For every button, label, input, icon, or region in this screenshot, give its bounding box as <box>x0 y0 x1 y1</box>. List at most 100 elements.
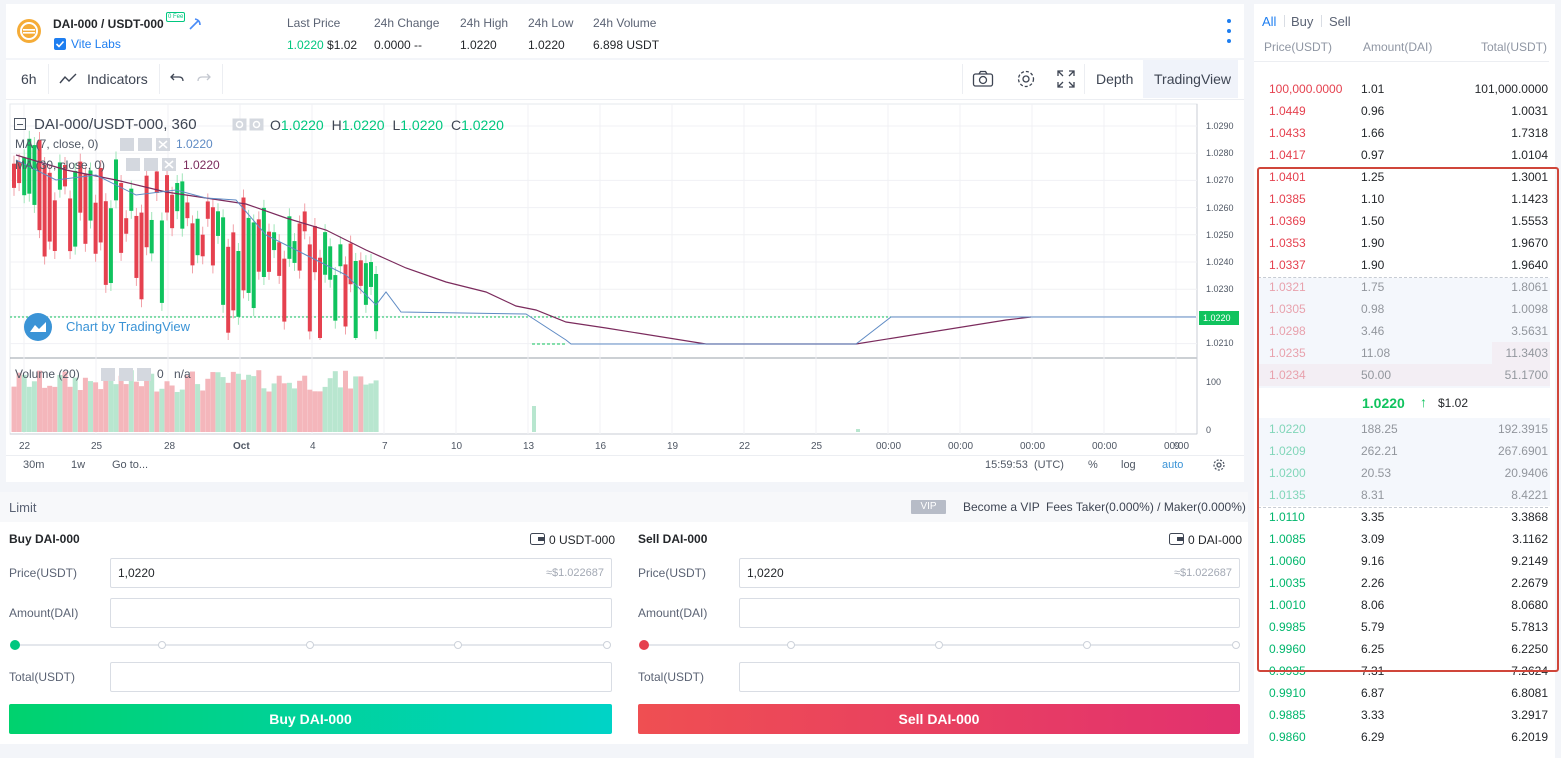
tab-sell[interactable]: Sell <box>1329 14 1351 29</box>
bid-row[interactable]: 1.0135 8.31 8.4221 <box>1258 484 1550 506</box>
time-tick: 00:00 <box>876 441 902 452</box>
candlestick-chart[interactable] <box>6 100 1244 482</box>
bid-row[interactable]: 1.0110 3.35 3.3868 <box>1258 506 1550 528</box>
volume-bar <box>322 386 328 432</box>
bid-row[interactable]: 0.9985 5.79 5.7813 <box>1258 616 1550 638</box>
candle <box>149 219 154 254</box>
volume-bar <box>363 384 369 432</box>
ask-row[interactable]: 1.0401 1.25 1.3001 <box>1258 166 1550 188</box>
ask-row[interactable]: 1.0385 1.10 1.1423 <box>1258 188 1550 210</box>
tradingview-tab[interactable] <box>1143 60 1238 98</box>
log-button[interactable]: log <box>1121 459 1136 471</box>
ask-row[interactable]: 1.0369 1.50 1.5553 <box>1258 210 1550 232</box>
buy-slider-step[interactable] <box>306 641 314 649</box>
volume-bar <box>16 372 22 432</box>
range-1w-button[interactable]: 1w <box>71 459 86 471</box>
ask-row[interactable]: 1.0235 11.08 11.3403 <box>1258 342 1550 364</box>
sell-slider-step[interactable] <box>787 641 795 649</box>
bid-row[interactable]: 0.9860 6.29 6.2019 <box>1258 726 1550 748</box>
bid-amount: 8.06 <box>1361 598 1385 612</box>
tab-all[interactable]: All <box>1262 14 1277 29</box>
interval-button[interactable]: 6h <box>21 71 37 87</box>
buy-price-input[interactable]: 1,0220 ≈$1.022687 <box>110 558 612 588</box>
candle <box>170 194 175 229</box>
sell-button[interactable]: Sell DAI-000 <box>638 704 1240 734</box>
buy-slider-step[interactable] <box>454 641 462 649</box>
become-vip-link[interactable]: Become a VIP <box>963 500 1040 514</box>
candle <box>221 217 226 305</box>
indicators-button[interactable]: Indicators <box>87 71 148 87</box>
chart-settings-icon[interactable] <box>1212 458 1226 475</box>
sell-slider-step[interactable] <box>935 641 943 649</box>
buy-slider-handle[interactable] <box>10 640 20 650</box>
ask-row[interactable]: 1.0337 1.90 1.9640 <box>1258 254 1550 276</box>
volume-bar <box>251 376 257 432</box>
time-tick: 19 <box>667 441 679 452</box>
ask-row[interactable]: 1.0298 3.46 3.5631 <box>1258 320 1550 342</box>
bid-row[interactable]: 0.9910 6.87 6.8081 <box>1258 682 1550 704</box>
bid-row[interactable]: 1.0035 2.26 2.2679 <box>1258 572 1550 594</box>
ask-total: 1.7318 <box>1511 126 1548 140</box>
sell-slider-step[interactable] <box>1232 641 1240 649</box>
bid-row[interactable]: 1.0220 188.25 192.3915 <box>1258 418 1550 440</box>
bid-row[interactable]: 1.0209 262.21 267.6901 <box>1258 440 1550 462</box>
gear-icon[interactable] <box>1016 69 1036 92</box>
candle <box>200 234 205 257</box>
bid-row[interactable]: 0.9960 6.25 6.2250 <box>1258 638 1550 660</box>
buy-amount-input[interactable] <box>110 598 612 628</box>
more-menu-icon[interactable] <box>1227 18 1231 44</box>
candle <box>190 223 195 266</box>
volume-bar <box>103 370 109 432</box>
tradingview-chart[interactable] <box>6 100 1244 482</box>
ma1-controls-icon[interactable] <box>120 138 172 154</box>
ma2-controls-icon[interactable] <box>126 158 178 174</box>
redo-icon[interactable] <box>197 71 211 88</box>
fullscreen-icon[interactable] <box>1057 70 1075 91</box>
range-30m-button[interactable]: 30m <box>23 459 45 471</box>
ask-row[interactable]: 100,000.0000 1.01 101,000.0000 <box>1258 78 1550 100</box>
buy-total-input[interactable] <box>110 662 612 692</box>
goto-button[interactable]: Go to... <box>112 459 149 471</box>
undo-icon[interactable] <box>170 71 184 88</box>
tab-buy[interactable]: Buy <box>1291 14 1314 29</box>
ask-row[interactable]: 1.0433 1.66 1.7318 <box>1258 122 1550 144</box>
candle <box>256 219 261 272</box>
bid-row[interactable]: 1.0010 8.06 8.0680 <box>1258 594 1550 616</box>
candle <box>328 246 333 280</box>
ask-row[interactable]: 1.0353 1.90 1.9670 <box>1258 232 1550 254</box>
sell-slider-step[interactable] <box>1083 641 1091 649</box>
bid-row[interactable]: 0.9935 7.31 7.2624 <box>1258 660 1550 682</box>
depth-tab[interactable]: Depth <box>1096 71 1134 87</box>
ask-row[interactable]: 1.0234 50.00 51.1700 <box>1258 364 1550 386</box>
stat-last-price: Last Price 1.0220 $1.02 <box>287 16 358 52</box>
volume-controls-icon[interactable] <box>101 368 153 384</box>
mid-price-usd: $1.02 <box>1438 396 1469 410</box>
sell-price-input[interactable]: 1,0220 ≈$1.022687 <box>739 558 1240 588</box>
legend-collapse-icon[interactable] <box>14 118 26 130</box>
sell-total-input[interactable] <box>739 662 1240 692</box>
chart-watermark[interactable]: Chart by TradingView <box>66 319 191 334</box>
bid-row[interactable]: 1.0085 3.09 3.1162 <box>1258 528 1550 550</box>
sell-slider-handle[interactable] <box>639 640 649 650</box>
sell-amount-input[interactable] <box>739 598 1240 628</box>
percent-button[interactable]: % <box>1088 459 1098 471</box>
mining-icon[interactable] <box>187 16 203 35</box>
bid-row[interactable]: 1.0060 9.16 9.2149 <box>1258 550 1550 572</box>
camera-icon[interactable] <box>972 70 994 91</box>
ask-row[interactable]: 1.0321 1.75 1.8061 <box>1258 276 1550 298</box>
timezone-button[interactable]: (UTC) <box>1034 459 1064 471</box>
bid-row[interactable]: 0.9885 3.33 3.2917 <box>1258 704 1550 726</box>
bid-row[interactable]: 1.0200 20.53 20.9406 <box>1258 462 1550 484</box>
indicators-icon <box>59 73 77 88</box>
ask-row[interactable]: 1.0417 0.97 1.0104 <box>1258 144 1550 166</box>
auto-button[interactable]: auto <box>1162 459 1184 471</box>
buy-button[interactable]: Buy DAI-000 <box>9 704 612 734</box>
buy-slider-step[interactable] <box>603 641 611 649</box>
buy-slider-step[interactable] <box>158 641 166 649</box>
ask-row[interactable]: 1.0305 0.98 1.0098 <box>1258 298 1550 320</box>
volume-bar <box>128 370 134 432</box>
ask-price: 1.0321 <box>1269 280 1306 294</box>
ask-row[interactable]: 1.0449 0.96 1.0031 <box>1258 100 1550 122</box>
issuer-link[interactable]: Vite Labs <box>71 37 121 51</box>
legend-settings-icon[interactable] <box>232 118 264 131</box>
